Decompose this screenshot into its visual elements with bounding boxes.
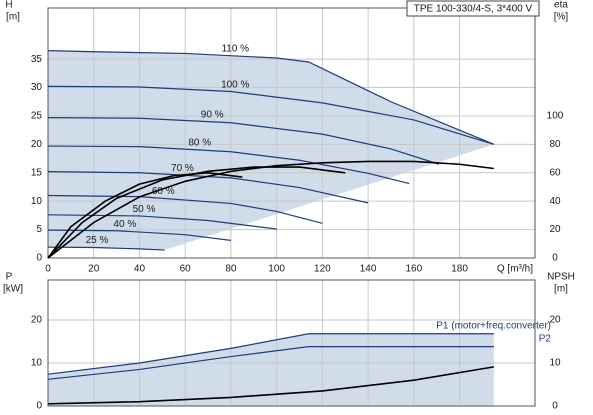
y-axis-unit: [m] — [6, 12, 20, 23]
y2-tick-label: 60 — [549, 167, 561, 178]
series-line — [47, 194, 323, 224]
y2-tick-label: 20 — [549, 315, 561, 326]
y2-axis-unit: [m] — [554, 284, 568, 295]
y-axis-label: P — [6, 272, 13, 283]
chart-title: TPE 100-330/4-S, 3*400 V — [414, 4, 533, 15]
series-label: 110 % — [221, 44, 249, 55]
series-label: 40 % — [113, 219, 136, 230]
y-tick-label: 5 — [36, 224, 42, 235]
x-tick-label: 40 — [134, 264, 146, 275]
y-tick-label: 30 — [31, 82, 43, 93]
y-tick-label: 10 — [31, 358, 43, 369]
y-tick-label: 35 — [31, 54, 43, 65]
x-axis-label: Q [m³/h] — [497, 264, 533, 275]
series-label: 70 % — [171, 163, 194, 174]
x-tick-label: 140 — [360, 264, 377, 275]
series-label: 25 % — [86, 235, 109, 246]
series-label: P2 — [539, 333, 552, 344]
series-label: 80 % — [188, 138, 211, 149]
series-line — [47, 50, 495, 145]
series-label: 50 % — [133, 204, 156, 215]
x-tick-label: 0 — [45, 264, 51, 275]
series-label: 90 % — [201, 109, 224, 120]
y2-tick-label: 20 — [549, 224, 561, 235]
y2-tick-label: 40 — [549, 196, 561, 207]
y-axis-label: H — [5, 0, 12, 11]
series-line — [47, 246, 165, 251]
plot-frame — [47, 279, 536, 407]
x-tick-label: 180 — [451, 264, 468, 275]
operating-range — [48, 333, 494, 406]
y-axis-unit: [kW] — [3, 284, 23, 295]
x-tick-label: 160 — [405, 264, 422, 275]
y-tick-label: 15 — [31, 167, 43, 178]
y2-tick-label: 80 — [549, 139, 561, 150]
series-line — [47, 346, 494, 380]
series-line — [47, 171, 243, 259]
x-tick-label: 100 — [268, 264, 285, 275]
y-tick-label: 0 — [36, 253, 42, 264]
series-line — [47, 117, 440, 165]
y2-tick-label: 100 — [547, 111, 564, 122]
y2-axis-label: NPSH — [547, 272, 575, 283]
y-tick-label: 0 — [36, 401, 42, 412]
x-tick-label: 120 — [314, 264, 331, 275]
y2-axis-label: eta — [554, 0, 568, 11]
operating-range — [48, 50, 494, 251]
y-tick-label: 20 — [31, 315, 43, 326]
series-label: 60 % — [152, 186, 175, 197]
y2-tick-label: 0 — [552, 401, 558, 412]
y2-tick-label: 10 — [549, 358, 561, 369]
series-line — [47, 333, 494, 375]
series-line — [47, 85, 495, 145]
y-tick-label: 10 — [31, 196, 43, 207]
series-line — [47, 171, 369, 204]
y2-axis-unit: [%] — [554, 12, 569, 23]
x-tick-label: 20 — [88, 264, 100, 275]
y-tick-label: 20 — [31, 139, 43, 150]
series-line — [47, 166, 346, 259]
plot-frame — [47, 7, 536, 259]
x-tick-label: 60 — [180, 264, 192, 275]
series-line — [47, 366, 494, 405]
series-line — [47, 145, 410, 185]
y2-tick-label: 0 — [552, 253, 558, 264]
series-line — [47, 160, 494, 259]
series-label: 100 % — [221, 80, 249, 91]
x-tick-label: 80 — [225, 264, 237, 275]
series-label: P1 (motor+freq.converter) — [436, 320, 551, 331]
title-box — [406, 0, 540, 17]
y-tick-label: 25 — [31, 111, 43, 122]
